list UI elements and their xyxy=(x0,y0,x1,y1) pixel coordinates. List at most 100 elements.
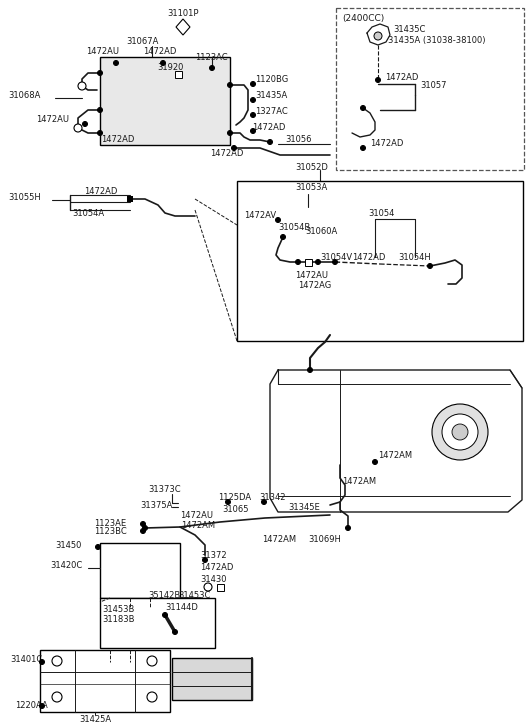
Circle shape xyxy=(162,613,168,617)
Text: 31054: 31054 xyxy=(368,209,394,217)
Text: 1472AU: 1472AU xyxy=(36,116,69,124)
Circle shape xyxy=(374,32,382,40)
Text: 31055H: 31055H xyxy=(8,193,41,203)
Circle shape xyxy=(295,260,301,265)
Text: 31453C: 31453C xyxy=(178,590,210,600)
Text: 31054H: 31054H xyxy=(398,252,431,262)
Text: 35142B: 35142B xyxy=(148,590,180,600)
Circle shape xyxy=(78,82,86,90)
Text: 1472AD: 1472AD xyxy=(200,563,234,572)
Bar xyxy=(237,181,523,341)
Text: 1123AE: 1123AE xyxy=(94,518,126,528)
Text: 31342: 31342 xyxy=(259,492,286,502)
Circle shape xyxy=(39,704,45,709)
Circle shape xyxy=(52,656,62,666)
Text: 31430: 31430 xyxy=(200,576,227,585)
Text: 1120BG: 1120BG xyxy=(255,76,288,84)
Circle shape xyxy=(251,113,255,118)
Circle shape xyxy=(228,82,232,87)
Text: 1472AD: 1472AD xyxy=(84,187,118,196)
Text: 31101P: 31101P xyxy=(167,9,199,17)
Circle shape xyxy=(372,459,378,465)
Text: 1472AM: 1472AM xyxy=(262,536,296,545)
Text: 31054V: 31054V xyxy=(320,252,352,262)
Text: 1472AG: 1472AG xyxy=(298,281,331,291)
Text: 1472AM: 1472AM xyxy=(378,451,412,459)
Text: 31435A (31038-38100): 31435A (31038-38100) xyxy=(388,36,486,44)
Circle shape xyxy=(39,659,45,664)
Circle shape xyxy=(332,260,337,265)
Text: 31420C: 31420C xyxy=(50,561,82,569)
Text: 1472AD: 1472AD xyxy=(385,73,418,82)
Polygon shape xyxy=(176,19,190,35)
Circle shape xyxy=(262,499,267,505)
Text: 1472AU: 1472AU xyxy=(295,270,328,279)
Text: 1472AM: 1472AM xyxy=(181,521,215,529)
Text: 31060A: 31060A xyxy=(305,228,337,236)
Circle shape xyxy=(204,583,212,591)
Text: 31054B: 31054B xyxy=(278,223,310,233)
Circle shape xyxy=(226,499,230,505)
Text: 31053A: 31053A xyxy=(295,183,327,193)
Circle shape xyxy=(345,526,351,531)
Bar xyxy=(127,196,133,202)
Circle shape xyxy=(315,260,320,265)
Bar xyxy=(172,658,252,700)
Circle shape xyxy=(280,235,286,239)
Text: 1327AC: 1327AC xyxy=(255,108,288,116)
Circle shape xyxy=(203,558,207,563)
Text: 31435C: 31435C xyxy=(393,25,426,34)
Text: 1125DA: 1125DA xyxy=(218,492,251,502)
Circle shape xyxy=(251,97,255,103)
Circle shape xyxy=(143,526,147,531)
Circle shape xyxy=(97,71,103,76)
Circle shape xyxy=(376,78,380,82)
Text: 1472AU: 1472AU xyxy=(180,510,213,520)
Circle shape xyxy=(172,630,178,635)
Text: 1472AM: 1472AM xyxy=(342,478,376,486)
Text: 31067A: 31067A xyxy=(126,38,159,47)
Circle shape xyxy=(97,108,103,113)
Text: 1123BC: 1123BC xyxy=(94,526,127,536)
Text: 31401C: 31401C xyxy=(10,656,42,664)
Text: 31453B: 31453B xyxy=(102,606,135,614)
Text: 31068A: 31068A xyxy=(8,90,40,100)
Circle shape xyxy=(52,692,62,702)
Circle shape xyxy=(161,60,165,65)
Circle shape xyxy=(231,145,237,150)
Circle shape xyxy=(228,131,232,135)
Text: 31052D: 31052D xyxy=(295,164,328,172)
Bar xyxy=(304,259,312,265)
Text: 1472AV: 1472AV xyxy=(244,211,276,220)
Circle shape xyxy=(307,368,312,372)
Text: 1472AD: 1472AD xyxy=(352,252,385,262)
Circle shape xyxy=(82,121,87,126)
Text: 31373C: 31373C xyxy=(148,486,181,494)
Bar xyxy=(100,57,230,145)
Text: 31435A: 31435A xyxy=(255,92,287,100)
Circle shape xyxy=(452,424,468,440)
Circle shape xyxy=(361,145,365,150)
Circle shape xyxy=(140,529,145,534)
Circle shape xyxy=(147,692,157,702)
Text: 1472AD: 1472AD xyxy=(210,150,243,158)
Bar xyxy=(100,598,215,648)
Circle shape xyxy=(251,129,255,134)
Circle shape xyxy=(442,414,478,450)
Circle shape xyxy=(97,131,103,135)
Text: 31057: 31057 xyxy=(420,81,446,89)
Circle shape xyxy=(428,263,433,268)
Circle shape xyxy=(276,217,280,222)
Text: (2400CC): (2400CC) xyxy=(342,14,384,23)
Circle shape xyxy=(147,656,157,666)
Text: 31372: 31372 xyxy=(200,550,227,560)
Text: 31144D: 31144D xyxy=(165,603,198,613)
Text: 31065: 31065 xyxy=(222,505,248,513)
Text: 31375A: 31375A xyxy=(140,500,172,510)
Text: 31450: 31450 xyxy=(55,540,81,550)
Text: 1220AA: 1220AA xyxy=(15,702,48,710)
Text: 1472AD: 1472AD xyxy=(370,139,403,148)
Text: 31345E: 31345E xyxy=(288,504,320,513)
Circle shape xyxy=(210,65,214,71)
Circle shape xyxy=(432,404,488,460)
